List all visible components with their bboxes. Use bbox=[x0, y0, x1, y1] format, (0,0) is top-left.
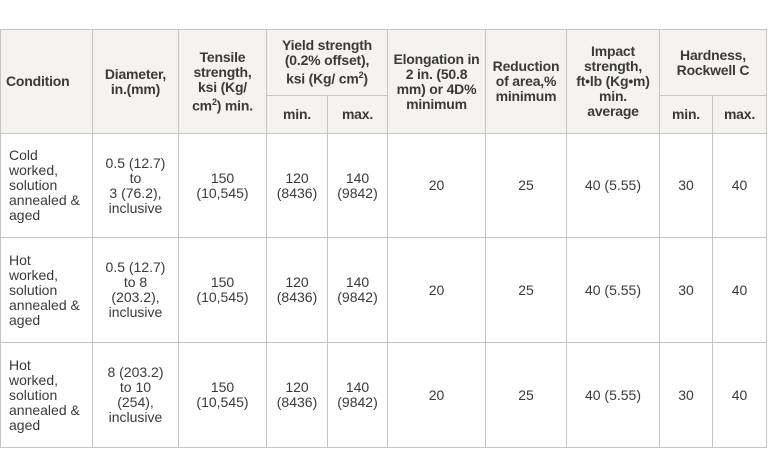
cell-hard-max: 40 bbox=[711, 342, 768, 448]
cell-elongation: 20 bbox=[387, 342, 486, 448]
cell-reduction: 25 bbox=[485, 133, 567, 238]
cell-impact: 40 (5.55) bbox=[566, 133, 660, 238]
cell-yield-max: 140 (9842) bbox=[327, 342, 388, 448]
cell-yield-max: 140 (9842) bbox=[327, 133, 388, 238]
cell-hard-min: 30 bbox=[659, 342, 713, 448]
cell-hard-min: 30 bbox=[659, 133, 713, 238]
table-row: Hot worked, solution annealed & aged 8 (… bbox=[0, 342, 768, 448]
cell-reduction: 25 bbox=[485, 342, 567, 448]
cell-hard-min: 30 bbox=[659, 237, 713, 343]
cell-diameter: 0.5 (12.7) to 8 (203.2), inclusive bbox=[92, 237, 179, 343]
cell-diameter: 0.5 (12.7) to 3 (76.2), inclusive bbox=[92, 133, 179, 238]
header-row-2: min. max. min. max. bbox=[1, 95, 768, 134]
header-tensile: Tensile strength, ksi (Kg/ cm2) min. bbox=[178, 29, 267, 134]
header-reduction: Reduction of area,% minimum bbox=[485, 29, 567, 134]
table-row: Cold worked, solution annealed & aged 0.… bbox=[0, 133, 768, 238]
cell-condition: Cold worked, solution annealed & aged bbox=[0, 133, 93, 238]
cell-yield-min: 120 (8436) bbox=[266, 237, 328, 343]
header-yield-min: min. bbox=[266, 95, 328, 134]
header-yield-max: max. bbox=[327, 95, 388, 134]
cell-impact: 40 (5.55) bbox=[566, 237, 660, 343]
header-impact: Impact strength, ft•lb (Kg•m) min. avera… bbox=[566, 29, 660, 134]
cell-reduction: 25 bbox=[485, 237, 567, 343]
header-yield: Yield strength (0.2% offset), ksi (Kg/ c… bbox=[266, 29, 388, 96]
cell-hard-max: 40 bbox=[711, 237, 768, 343]
cell-elongation: 20 bbox=[387, 237, 486, 343]
cell-tensile: 150 (10,545) bbox=[178, 342, 267, 448]
cell-yield-min: 120 (8436) bbox=[266, 342, 328, 448]
properties-table: Condition Diameter, in.(mm) Tensile stre… bbox=[0, 29, 768, 448]
header-elongation: Elongation in 2 in. (50.8 mm) or 4D% min… bbox=[387, 29, 486, 134]
header-condition: Condition bbox=[0, 29, 93, 134]
cell-tensile: 150 (10,545) bbox=[178, 237, 267, 343]
table-row: Hot worked, solution annealed & aged 0.5… bbox=[0, 237, 768, 343]
header-hard-max: max. bbox=[711, 95, 768, 134]
cell-diameter: 8 (203.2) to 10 (254), inclusive bbox=[92, 342, 179, 448]
cell-hard-max: 40 bbox=[711, 133, 768, 238]
cell-condition: Hot worked, solution annealed & aged bbox=[0, 237, 93, 343]
header-hardness: Hardness, Rockwell C bbox=[658, 29, 768, 96]
cell-yield-max: 140 (9842) bbox=[327, 237, 388, 343]
cell-condition: Hot worked, solution annealed & aged bbox=[0, 342, 93, 448]
header-hard-min: min. bbox=[659, 95, 713, 134]
cell-impact: 40 (5.55) bbox=[566, 342, 660, 448]
header-row-1: Condition Diameter, in.(mm) Tensile stre… bbox=[0, 29, 768, 134]
cell-tensile: 150 (10,545) bbox=[178, 133, 267, 238]
header-diameter: Diameter, in.(mm) bbox=[92, 29, 179, 134]
cell-yield-min: 120 (8436) bbox=[266, 133, 328, 238]
cell-elongation: 20 bbox=[387, 133, 486, 238]
